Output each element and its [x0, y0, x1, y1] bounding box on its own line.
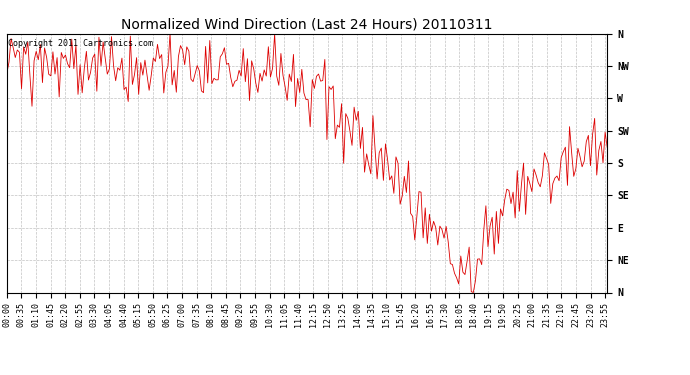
Title: Normalized Wind Direction (Last 24 Hours) 20110311: Normalized Wind Direction (Last 24 Hours…	[121, 17, 493, 31]
Text: Copyright 2011 Cartronics.com: Copyright 2011 Cartronics.com	[8, 39, 153, 48]
